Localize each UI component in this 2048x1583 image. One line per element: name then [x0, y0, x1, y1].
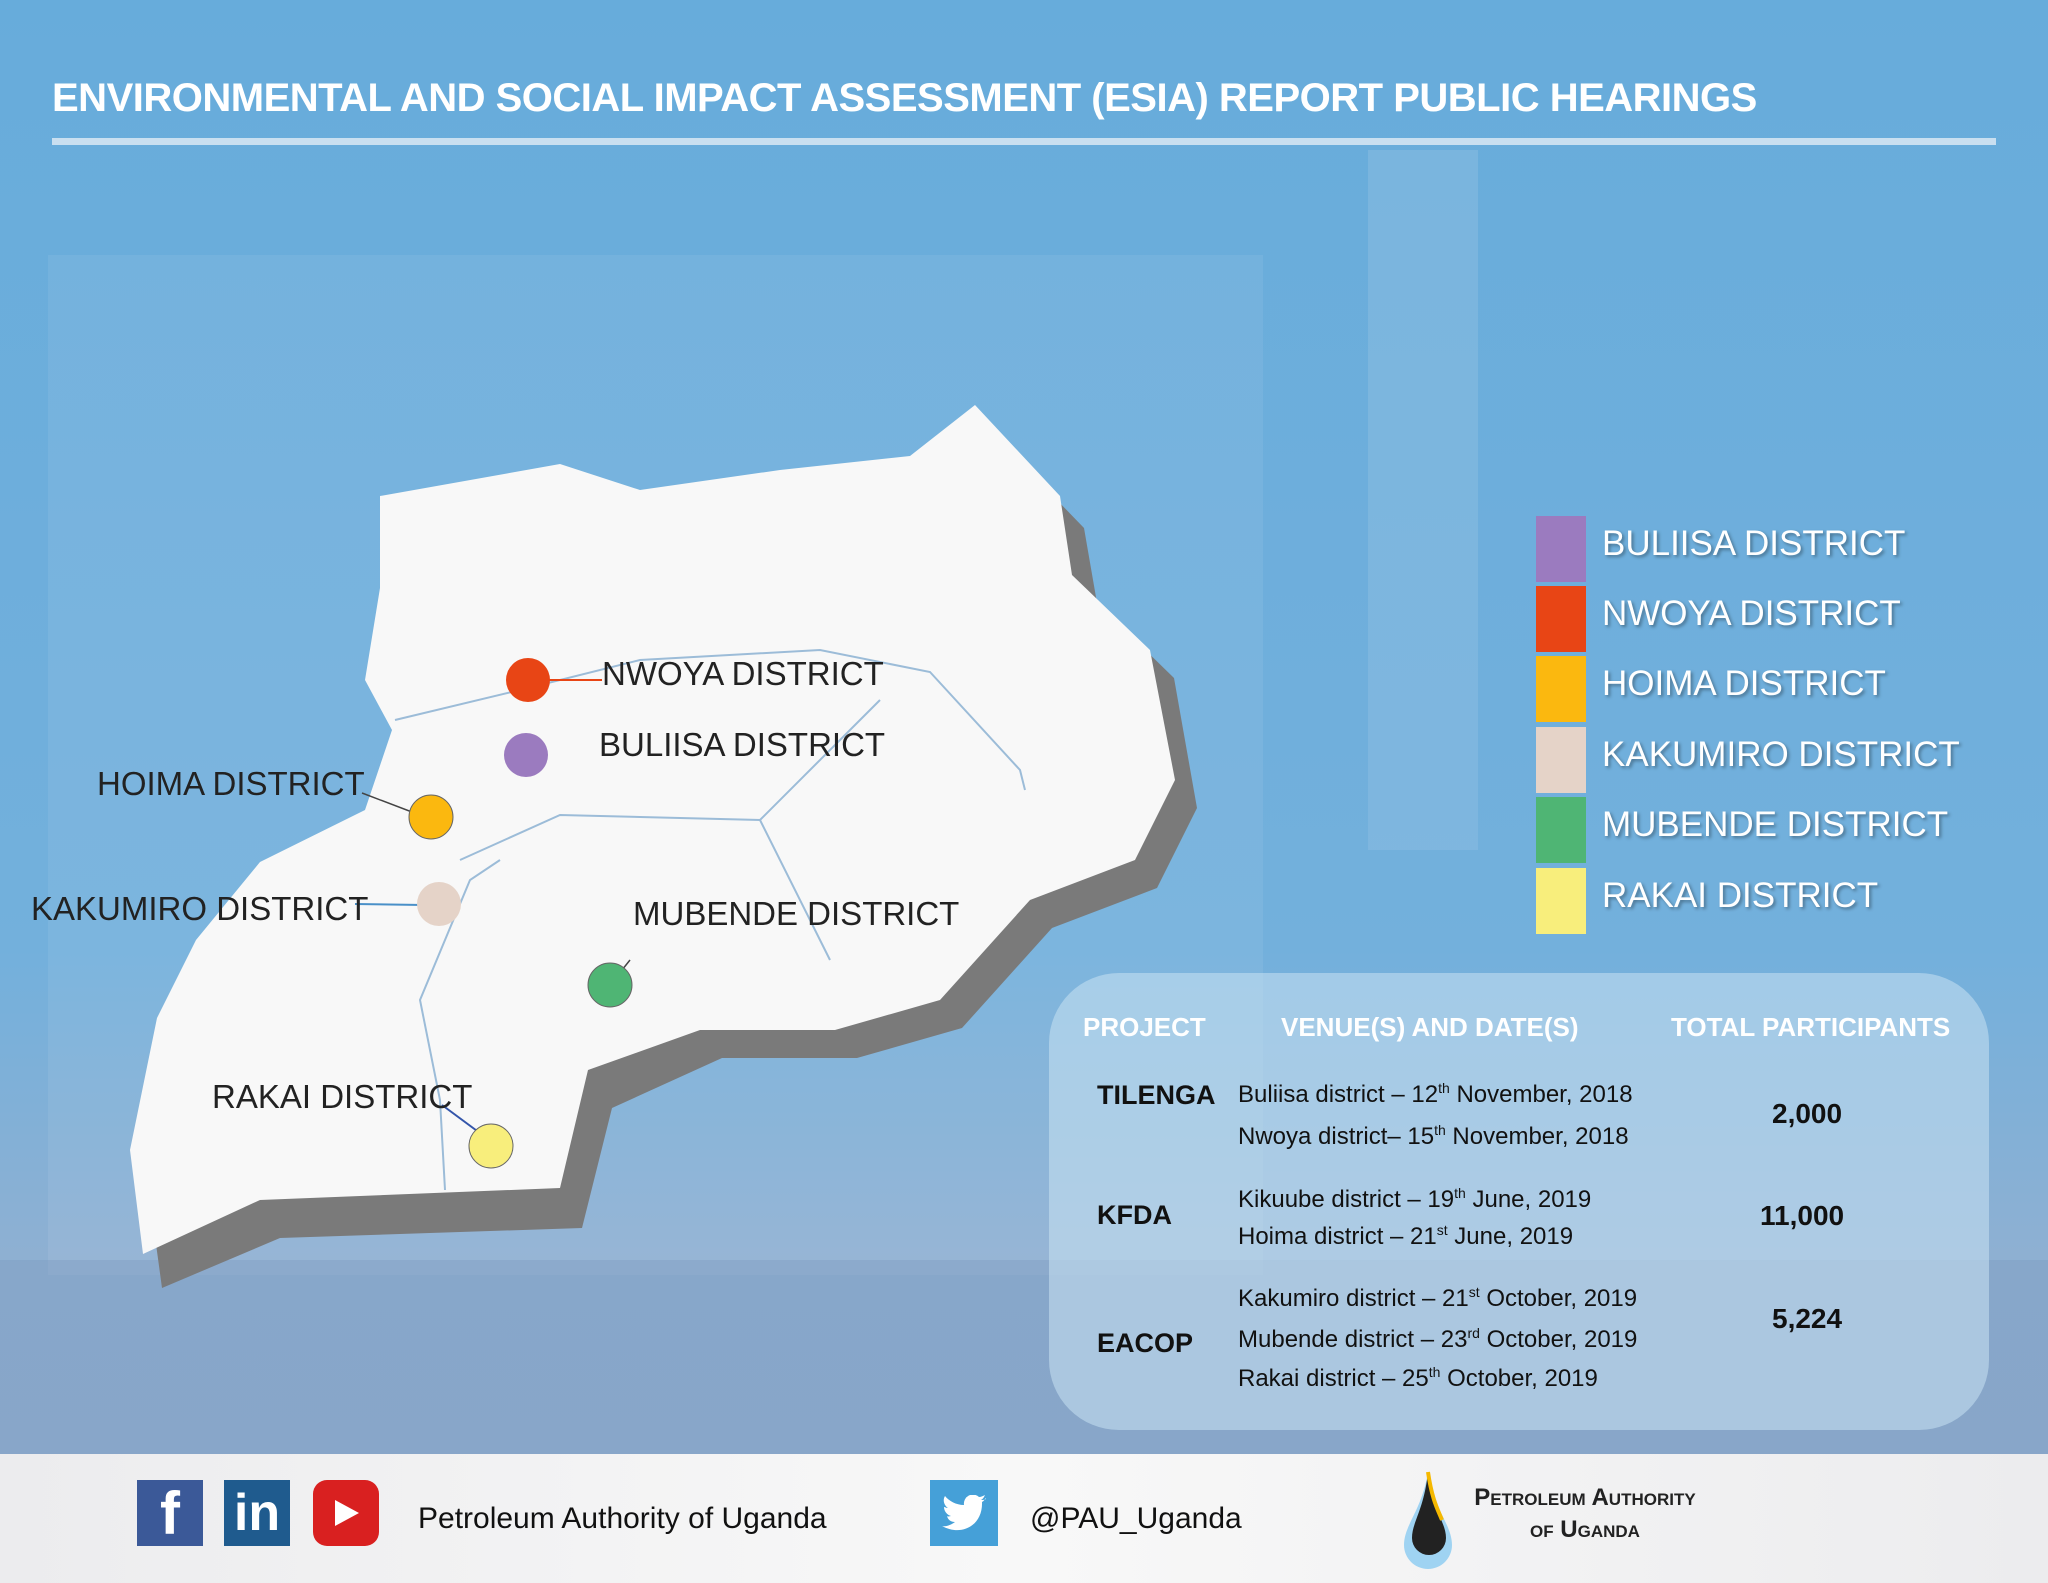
- venue-part: th: [1428, 1364, 1441, 1380]
- venue-date: Nwoya district– 15th November, 2018: [1238, 1122, 1629, 1151]
- pau-logo-drop-icon: [1404, 1471, 1452, 1569]
- map-label-buliisa: BULIISA DISTRICT: [599, 726, 886, 763]
- district-boundary: [418, 699, 881, 1191]
- venue-part: October, 2019: [1440, 1365, 1598, 1392]
- legend-swatch: [1536, 727, 1586, 793]
- venue-part: Kikuube district – 19: [1238, 1186, 1455, 1213]
- pau-logo-text: Petroleum Authority of Uganda: [1474, 1484, 1696, 1543]
- hearings-table: [1049, 973, 1989, 1430]
- map-label-rakai: RAKAI DISTRICT: [212, 1078, 473, 1115]
- map-label-kakumiro: KAKUMIRO DISTRICT: [31, 890, 369, 927]
- venue-part: th: [1438, 1080, 1450, 1096]
- venue-part: June, 2019: [1447, 1223, 1574, 1250]
- leader-line: [354, 903, 424, 906]
- venue-part: Nwoya district– 15: [1238, 1123, 1435, 1150]
- legend-label: KAKUMIRO DISTRICT: [1602, 735, 1960, 774]
- linkedin-icon[interactable]: in: [224, 1480, 290, 1546]
- kakumiro-marker: [417, 882, 461, 926]
- venue-date: Kikuube district – 19th June, 2019: [1238, 1185, 1591, 1214]
- venue-part: st: [1436, 1222, 1448, 1238]
- map-label-mubende: MUBENDE DISTRICT: [633, 895, 960, 932]
- refinery-tower-illustration: [1368, 150, 1478, 850]
- map-label-hoima: HOIMA DISTRICT: [97, 765, 365, 802]
- venue-part: th: [1434, 1122, 1446, 1138]
- nwoya-marker: [506, 658, 550, 702]
- legend-swatch: [1536, 868, 1586, 934]
- uganda-map: [130, 405, 1197, 1288]
- legend-swatch: [1536, 586, 1586, 652]
- footer: [0, 1454, 2048, 1583]
- venue-part: Buliisa district – 12: [1238, 1081, 1439, 1108]
- total-participants: 5,224: [1772, 1303, 1843, 1334]
- legend-label: MUBENDE DISTRICT: [1602, 805, 1949, 844]
- legend-label: HOIMA DISTRICT: [1602, 664, 1886, 703]
- legend-swatch: [1536, 797, 1586, 863]
- total-participants: 2,000: [1772, 1098, 1843, 1129]
- rakai-marker: [468, 1123, 514, 1169]
- venue-date: Mubende district – 23rd October, 2019: [1238, 1325, 1637, 1354]
- venue-part: st: [1468, 1284, 1480, 1300]
- venue-part: Kakumiro district – 21: [1238, 1285, 1469, 1312]
- project-name: TILENGA: [1097, 1080, 1216, 1110]
- map-shape: [130, 405, 1175, 1254]
- project-name: EACOP: [1097, 1328, 1194, 1358]
- venue-part: th: [1454, 1185, 1466, 1201]
- project-name: KFDA: [1097, 1200, 1172, 1230]
- twitter-icon[interactable]: [930, 1480, 998, 1546]
- legend-label: RAKAI DISTRICT: [1602, 876, 1879, 915]
- twitter-handle: @PAU_Uganda: [1030, 1502, 1242, 1535]
- venue-part: October, 2019: [1479, 1326, 1638, 1353]
- mubende-marker: [587, 962, 633, 1008]
- map-label-nwoya: NWOYA DISTRICT: [602, 655, 884, 692]
- legend-label: BULIISA DISTRICT: [1602, 524, 1906, 563]
- venue-part: November, 2018: [1445, 1123, 1629, 1150]
- venue-date: Rakai district – 25th October, 2019: [1238, 1364, 1598, 1393]
- venue-date: Buliisa district – 12th November, 2018: [1238, 1080, 1633, 1109]
- venue-date: Hoima district – 21st June, 2019: [1238, 1222, 1573, 1251]
- header-total: TOTAL PARTICIPANTS: [1671, 1012, 1951, 1042]
- youtube-icon[interactable]: [313, 1480, 379, 1546]
- facebook-icon[interactable]: f: [137, 1480, 203, 1547]
- hoima-marker: [408, 794, 454, 840]
- legend-swatch: [1536, 516, 1586, 582]
- total-participants: 11,000: [1760, 1200, 1845, 1231]
- venue-part: November, 2018: [1449, 1081, 1633, 1108]
- org-name: Petroleum Authority of Uganda: [418, 1502, 827, 1535]
- header-project: PROJECT: [1083, 1012, 1206, 1042]
- header-venues: VENUE(S) AND DATE(S): [1281, 1012, 1579, 1042]
- venue-part: Hoima district – 21: [1238, 1223, 1437, 1250]
- legend-swatch: [1536, 656, 1586, 722]
- venue-part: June, 2019: [1465, 1186, 1592, 1213]
- buliisa-marker: [504, 733, 548, 777]
- page-title: ENVIRONMENTAL AND SOCIAL IMPACT ASSESSME…: [52, 76, 1757, 120]
- title-underline: [52, 138, 1996, 145]
- venue-part: rd: [1467, 1325, 1480, 1341]
- venue-part: Mubende district – 23: [1238, 1326, 1468, 1353]
- venue-date: Kakumiro district – 21st October, 2019: [1238, 1284, 1637, 1313]
- venue-part: Rakai district – 25: [1238, 1365, 1429, 1392]
- venue-part: October, 2019: [1479, 1285, 1638, 1312]
- legend-label: NWOYA DISTRICT: [1602, 594, 1901, 633]
